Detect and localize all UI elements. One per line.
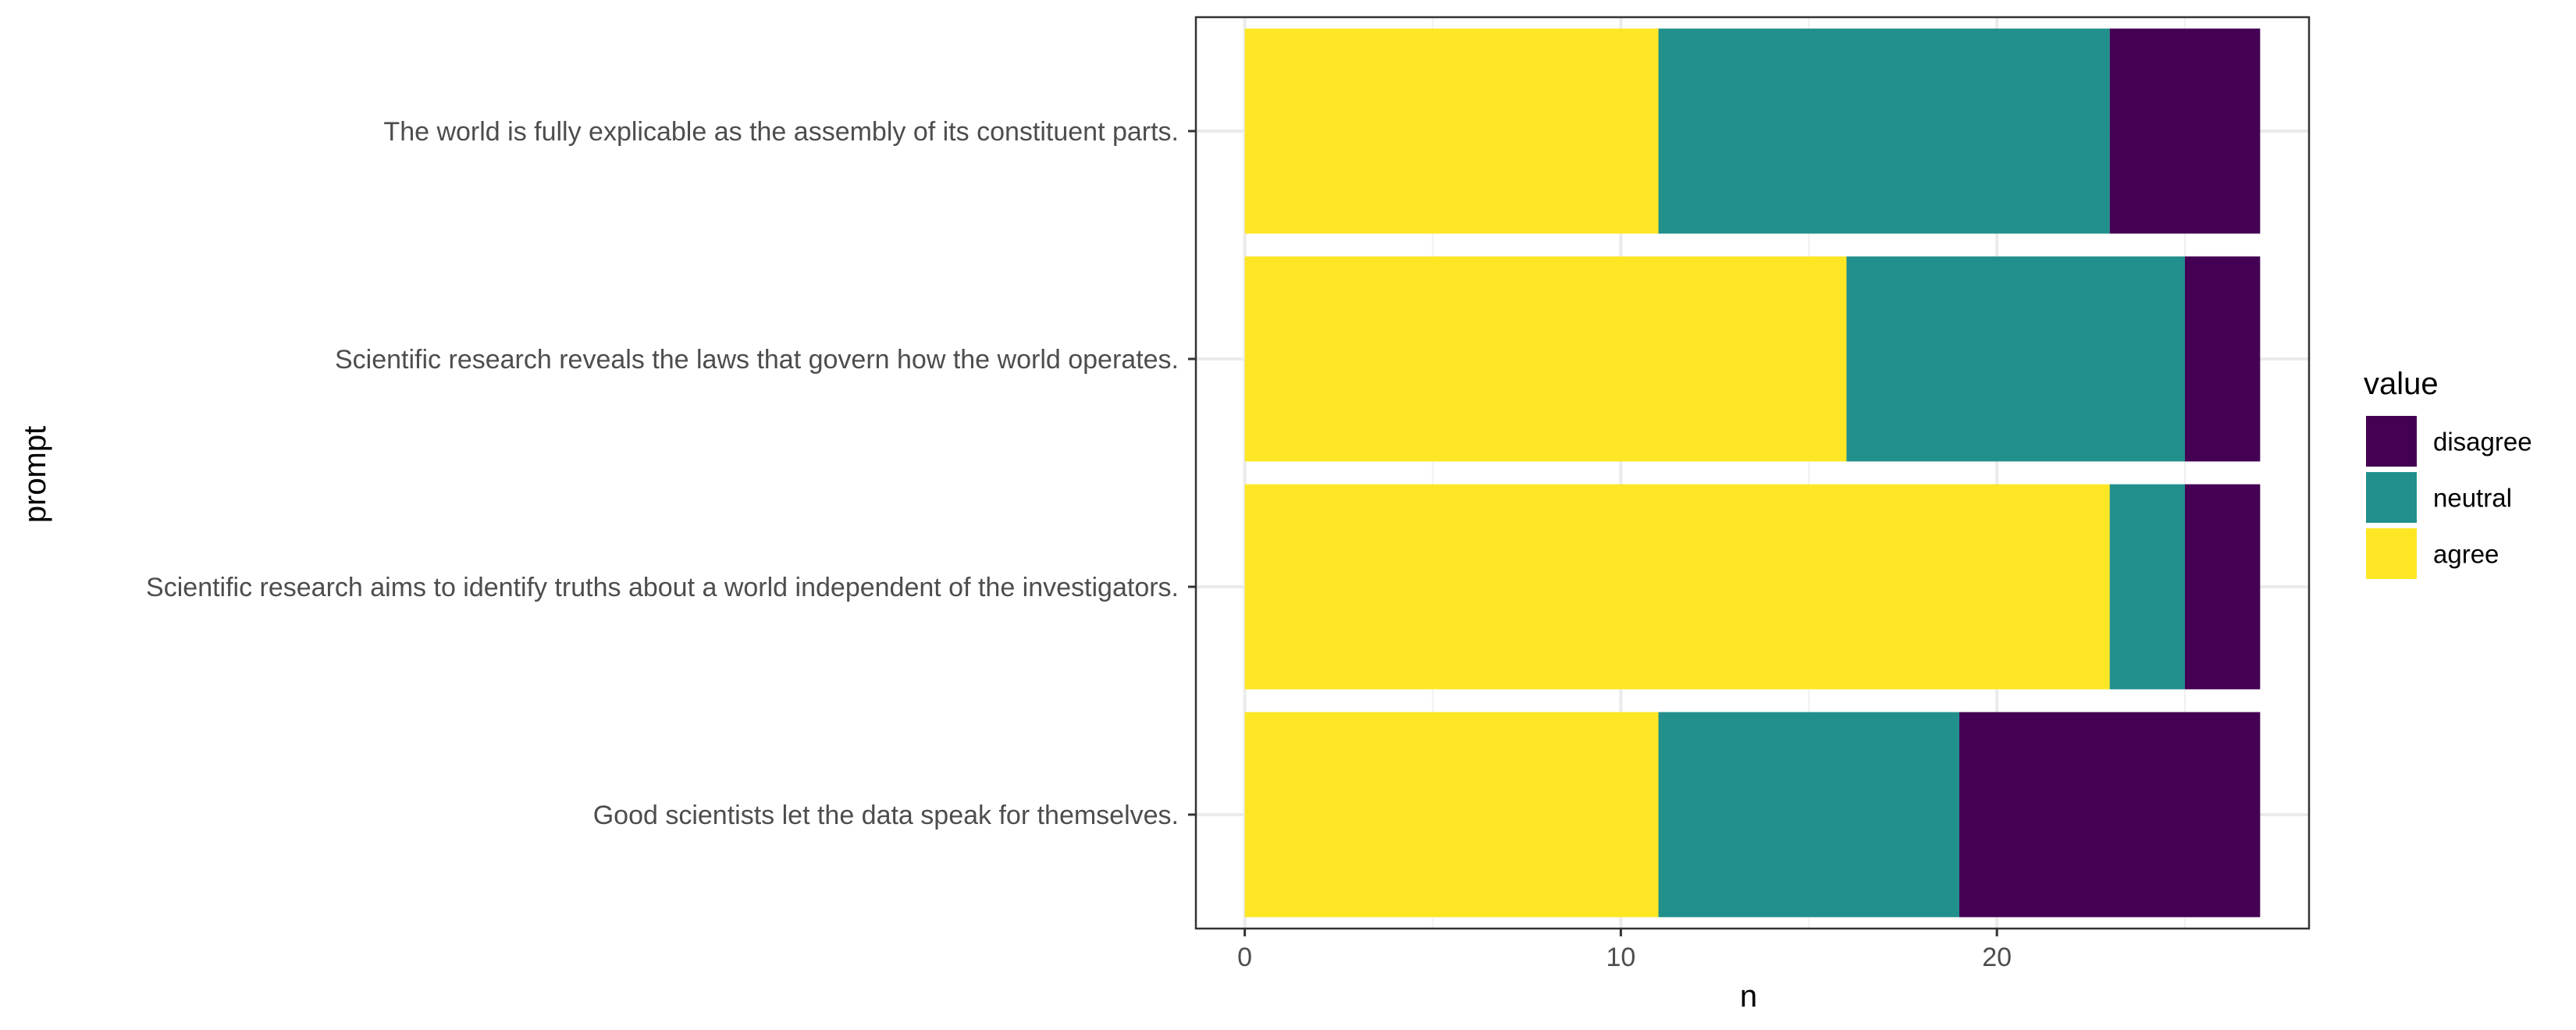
x-tick-label: 20 <box>1982 943 2012 972</box>
x-axis: 0 10 20 <box>1237 929 2012 972</box>
legend: value disagree neutral agree <box>2364 367 2532 581</box>
legend-key-agree <box>2364 527 2418 581</box>
x-tick-label: 10 <box>1606 943 1635 972</box>
legend-label-agree: agree <box>2433 540 2499 569</box>
bar-neutral <box>2109 484 2186 690</box>
x-tick-label: 0 <box>1237 943 1252 972</box>
legend-title: value <box>2364 367 2439 401</box>
bar-agree <box>1244 712 1659 918</box>
y-axis: The world is fully explicable as the ass… <box>146 117 1196 830</box>
x-axis-title: n <box>1740 979 1757 1014</box>
bar-agree <box>1244 256 1847 462</box>
bar-disagree <box>2185 484 2261 690</box>
y-tick-label: The world is fully explicable as the ass… <box>383 117 1179 147</box>
panel-border <box>1194 16 2311 930</box>
bar-agree <box>1244 484 2110 690</box>
bar-disagree <box>2185 256 2261 462</box>
y-tick-label: Good scientists let the data speak for t… <box>593 801 1179 830</box>
legend-key-neutral <box>2364 471 2418 524</box>
legend-label-disagree: disagree <box>2433 428 2532 456</box>
bar-neutral <box>1658 712 1959 918</box>
bar-disagree <box>1959 712 2261 918</box>
y-axis-title: prompt <box>18 426 52 524</box>
y-tick-label: Scientific research aims to identify tru… <box>146 573 1179 602</box>
bar-neutral <box>1658 28 2110 234</box>
plot-panel <box>1194 16 2311 930</box>
bar-neutral <box>1846 256 2186 462</box>
bar-agree <box>1244 28 1659 234</box>
legend-key-disagree <box>2364 414 2418 468</box>
bar-disagree <box>2109 28 2261 234</box>
legend-label-neutral: neutral <box>2433 484 2512 513</box>
y-tick-label: Scientific research reveals the laws tha… <box>335 345 1179 375</box>
